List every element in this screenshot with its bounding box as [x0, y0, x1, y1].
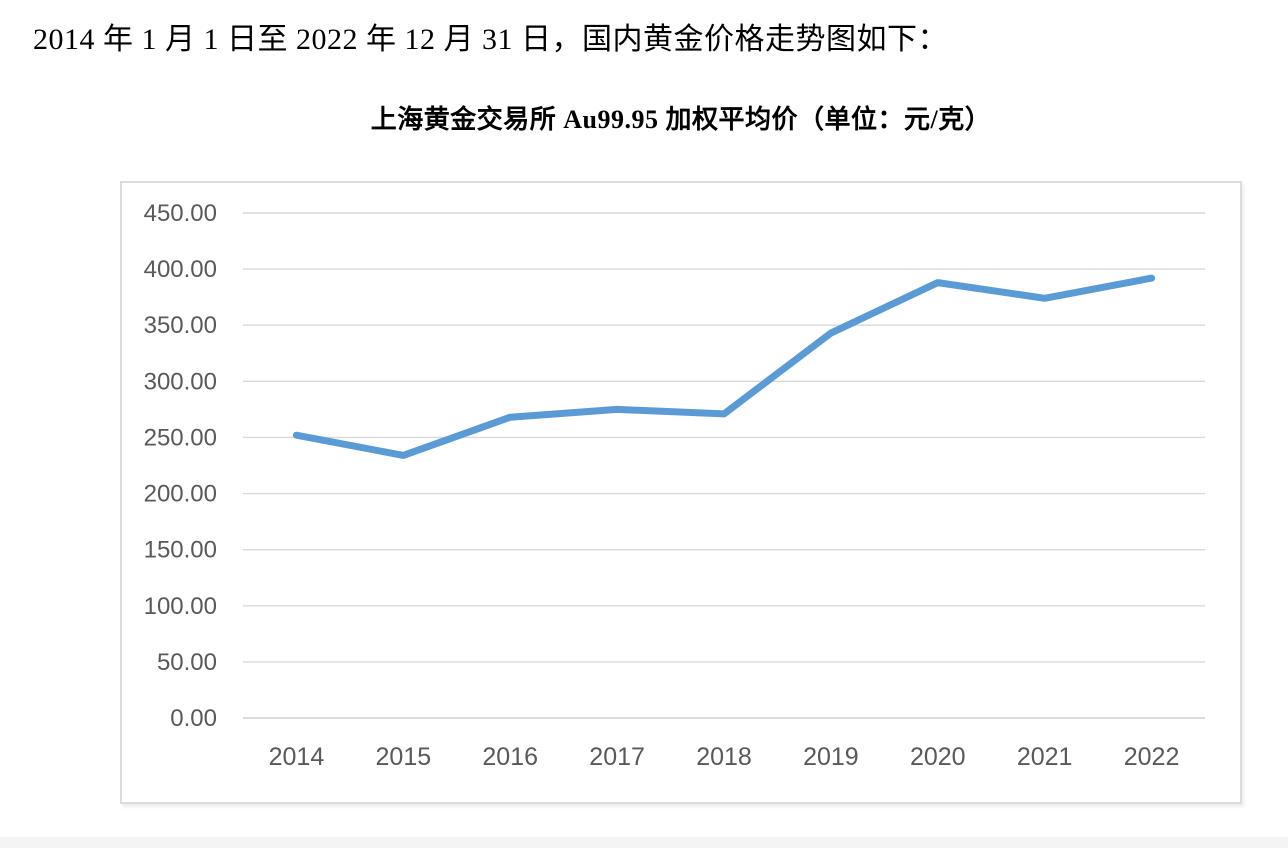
x-axis-tick-label: 2019	[803, 743, 859, 771]
gold-price-line-chart: 0.00 50.00 100.00 150.00 200.00 250.00 300.00 3…	[144, 200, 1205, 771]
y-axis-tick-label: 100.00	[144, 593, 217, 620]
y-axis-tick-label: 450.00	[144, 200, 217, 227]
y-axis-tick-label: 250.00	[144, 424, 217, 451]
x-axis-tick-label: 2020	[910, 743, 966, 771]
chart-container: 0.00 50.00 100.00 150.00 200.00 250.00 300.00 3…	[120, 181, 1242, 804]
y-axis-tick-label: 400.00	[144, 256, 217, 283]
x-axis-tick-label: 2018	[696, 743, 752, 771]
y-axis-tick-label: 200.00	[144, 481, 217, 508]
y-axis-tick-label: 300.00	[144, 368, 217, 395]
y-axis-tick-label: 50.00	[157, 649, 217, 676]
x-axis-tick-label: 2014	[269, 743, 325, 771]
x-axis-tick-label: 2016	[482, 743, 538, 771]
x-axis-tick-label: 2015	[376, 743, 432, 771]
y-axis-tick-label: 0.00	[170, 705, 217, 732]
x-axis-tick-label: 2021	[1017, 743, 1073, 771]
x-axis-tick-label: 2017	[589, 743, 645, 771]
chart-title: 上海黄金交易所 Au99.95 加权平均价（单位：元/克）	[370, 105, 992, 134]
intro-text: 2014 年 1 月 1 日至 2022 年 12 月 31 日，国内黄金价格走…	[33, 23, 948, 56]
price-line-series	[292, 274, 1156, 459]
page-bottom-edge	[0, 837, 1288, 848]
y-axis-tick-label: 350.00	[144, 312, 217, 339]
x-axis-tick-label: 2022	[1124, 743, 1180, 771]
y-axis-tick-label: 150.00	[144, 537, 217, 564]
